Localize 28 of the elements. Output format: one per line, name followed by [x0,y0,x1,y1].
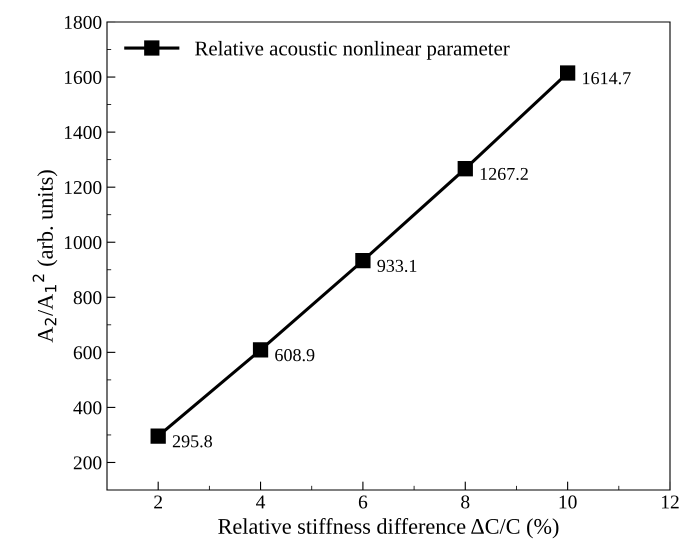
y-tick-label: 1200 [64,180,102,194]
x-tick-label: 4 [256,496,266,508]
data-label: 1614.7 [583,72,631,84]
y-tick-label: 1400 [64,126,102,140]
x-tick-label: 10 [560,495,577,509]
data-label: 608.9 [275,349,314,362]
y-tick-label: 1000 [64,236,102,250]
y-tick-label: 800 [74,291,102,304]
point [560,65,576,81]
point [252,342,268,358]
x-axis-title: Relative stiffness difference ΔC/C (%) [218,518,558,538]
point [355,253,371,268]
point [458,161,473,176]
point [150,428,166,444]
x-tick-label: 8 [461,495,470,509]
y-tick-label: 1800 [64,16,102,29]
x-tick-label: 12 [662,495,679,508]
x-tick-label: 2 [154,495,162,508]
x-tick-label: 6 [358,495,368,509]
y-tick-label: 600 [74,346,102,360]
data-label: 295.8 [172,435,212,448]
y-tick-label: 1600 [64,70,102,84]
data-label: 1267.2 [480,168,528,180]
legend-label: Relative acoustic nonlinear parameter [195,40,510,60]
y-axis-title: A$_{2}$/A$_{1}$$^{2}$ (arb. units) [32,170,58,343]
y-tick-label: 200 [74,456,102,470]
data-label: 933.1 [377,260,416,272]
y-tick-label: 400 [73,401,102,414]
